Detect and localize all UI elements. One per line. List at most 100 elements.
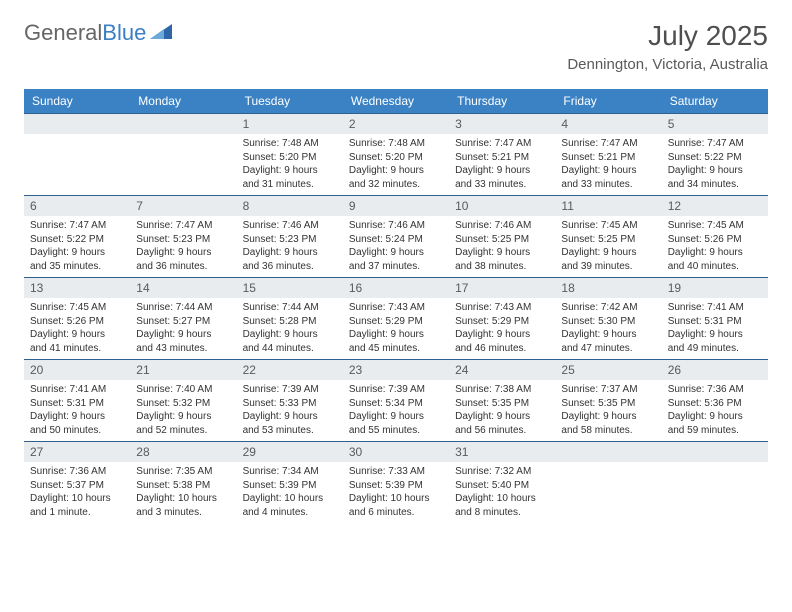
day-number: 30 <box>343 442 449 462</box>
calendar-day-cell: 16Sunrise: 7:43 AMSunset: 5:29 PMDayligh… <box>343 278 449 360</box>
calendar-table: SundayMondayTuesdayWednesdayThursdayFrid… <box>24 89 768 524</box>
calendar-day-cell: 3Sunrise: 7:47 AMSunset: 5:21 PMDaylight… <box>449 114 555 196</box>
day-content: Sunrise: 7:38 AMSunset: 5:35 PMDaylight:… <box>449 380 555 440</box>
day-number-empty <box>24 114 130 134</box>
calendar-day-cell <box>555 442 661 524</box>
calendar-day-cell: 20Sunrise: 7:41 AMSunset: 5:31 PMDayligh… <box>24 360 130 442</box>
day-number-empty <box>662 442 768 462</box>
calendar-page: GeneralBlue July 2025 Dennington, Victor… <box>0 0 792 544</box>
day-number: 29 <box>237 442 343 462</box>
daylight-text: Daylight: 9 hours and 43 minutes. <box>136 328 230 355</box>
day-number: 15 <box>237 278 343 298</box>
daylight-text: Daylight: 9 hours and 53 minutes. <box>243 410 337 437</box>
day-number: 24 <box>449 360 555 380</box>
sunset-text: Sunset: 5:31 PM <box>668 315 762 329</box>
day-number: 26 <box>662 360 768 380</box>
sunrise-text: Sunrise: 7:39 AM <box>349 383 443 397</box>
calendar-day-cell: 24Sunrise: 7:38 AMSunset: 5:35 PMDayligh… <box>449 360 555 442</box>
day-content: Sunrise: 7:45 AMSunset: 5:26 PMDaylight:… <box>24 298 130 358</box>
day-number: 3 <box>449 114 555 134</box>
daylight-text: Daylight: 9 hours and 32 minutes. <box>349 164 443 191</box>
day-number: 1 <box>237 114 343 134</box>
day-content: Sunrise: 7:36 AMSunset: 5:37 PMDaylight:… <box>24 462 130 522</box>
sunset-text: Sunset: 5:26 PM <box>668 233 762 247</box>
sunset-text: Sunset: 5:30 PM <box>561 315 655 329</box>
daylight-text: Daylight: 9 hours and 50 minutes. <box>30 410 124 437</box>
calendar-week-row: 20Sunrise: 7:41 AMSunset: 5:31 PMDayligh… <box>24 360 768 442</box>
daylight-text: Daylight: 9 hours and 37 minutes. <box>349 246 443 273</box>
calendar-week-row: 1Sunrise: 7:48 AMSunset: 5:20 PMDaylight… <box>24 114 768 196</box>
daylight-text: Daylight: 9 hours and 33 minutes. <box>561 164 655 191</box>
sunrise-text: Sunrise: 7:41 AM <box>668 301 762 315</box>
daylight-text: Daylight: 9 hours and 40 minutes. <box>668 246 762 273</box>
day-number-empty <box>555 442 661 462</box>
day-number: 17 <box>449 278 555 298</box>
day-number: 27 <box>24 442 130 462</box>
sunset-text: Sunset: 5:22 PM <box>668 151 762 165</box>
daylight-text: Daylight: 9 hours and 49 minutes. <box>668 328 762 355</box>
daylight-text: Daylight: 10 hours and 6 minutes. <box>349 492 443 519</box>
day-content: Sunrise: 7:32 AMSunset: 5:40 PMDaylight:… <box>449 462 555 522</box>
sunrise-text: Sunrise: 7:43 AM <box>455 301 549 315</box>
sunset-text: Sunset: 5:33 PM <box>243 397 337 411</box>
daylight-text: Daylight: 9 hours and 36 minutes. <box>136 246 230 273</box>
title-block: July 2025 Dennington, Victoria, Australi… <box>567 20 768 73</box>
sunrise-text: Sunrise: 7:47 AM <box>30 219 124 233</box>
daylight-text: Daylight: 10 hours and 4 minutes. <box>243 492 337 519</box>
calendar-week-row: 6Sunrise: 7:47 AMSunset: 5:22 PMDaylight… <box>24 196 768 278</box>
sunset-text: Sunset: 5:27 PM <box>136 315 230 329</box>
calendar-day-cell: 30Sunrise: 7:33 AMSunset: 5:39 PMDayligh… <box>343 442 449 524</box>
sunrise-text: Sunrise: 7:42 AM <box>561 301 655 315</box>
calendar-day-cell: 14Sunrise: 7:44 AMSunset: 5:27 PMDayligh… <box>130 278 236 360</box>
day-number: 18 <box>555 278 661 298</box>
sunrise-text: Sunrise: 7:48 AM <box>243 137 337 151</box>
day-number: 20 <box>24 360 130 380</box>
sunset-text: Sunset: 5:20 PM <box>243 151 337 165</box>
weekday-header: Monday <box>130 89 236 114</box>
sunset-text: Sunset: 5:35 PM <box>561 397 655 411</box>
sunset-text: Sunset: 5:31 PM <box>30 397 124 411</box>
calendar-day-cell: 23Sunrise: 7:39 AMSunset: 5:34 PMDayligh… <box>343 360 449 442</box>
sunset-text: Sunset: 5:21 PM <box>561 151 655 165</box>
day-content: Sunrise: 7:45 AMSunset: 5:25 PMDaylight:… <box>555 216 661 276</box>
calendar-day-cell: 25Sunrise: 7:37 AMSunset: 5:35 PMDayligh… <box>555 360 661 442</box>
calendar-day-cell: 17Sunrise: 7:43 AMSunset: 5:29 PMDayligh… <box>449 278 555 360</box>
day-content: Sunrise: 7:44 AMSunset: 5:28 PMDaylight:… <box>237 298 343 358</box>
sunset-text: Sunset: 5:23 PM <box>136 233 230 247</box>
logo-triangle-icon <box>150 20 172 46</box>
day-number: 28 <box>130 442 236 462</box>
calendar-day-cell: 31Sunrise: 7:32 AMSunset: 5:40 PMDayligh… <box>449 442 555 524</box>
day-number: 25 <box>555 360 661 380</box>
weekday-header: Thursday <box>449 89 555 114</box>
day-number-empty <box>130 114 236 134</box>
sunset-text: Sunset: 5:38 PM <box>136 479 230 493</box>
day-number: 16 <box>343 278 449 298</box>
day-number: 4 <box>555 114 661 134</box>
calendar-day-cell: 18Sunrise: 7:42 AMSunset: 5:30 PMDayligh… <box>555 278 661 360</box>
sunset-text: Sunset: 5:28 PM <box>243 315 337 329</box>
day-number: 19 <box>662 278 768 298</box>
daylight-text: Daylight: 9 hours and 47 minutes. <box>561 328 655 355</box>
day-content: Sunrise: 7:48 AMSunset: 5:20 PMDaylight:… <box>237 134 343 194</box>
sunset-text: Sunset: 5:39 PM <box>243 479 337 493</box>
calendar-day-cell: 10Sunrise: 7:46 AMSunset: 5:25 PMDayligh… <box>449 196 555 278</box>
sunrise-text: Sunrise: 7:47 AM <box>668 137 762 151</box>
daylight-text: Daylight: 9 hours and 44 minutes. <box>243 328 337 355</box>
day-content: Sunrise: 7:42 AMSunset: 5:30 PMDaylight:… <box>555 298 661 358</box>
sunset-text: Sunset: 5:26 PM <box>30 315 124 329</box>
calendar-week-row: 13Sunrise: 7:45 AMSunset: 5:26 PMDayligh… <box>24 278 768 360</box>
calendar-day-cell: 9Sunrise: 7:46 AMSunset: 5:24 PMDaylight… <box>343 196 449 278</box>
daylight-text: Daylight: 9 hours and 31 minutes. <box>243 164 337 191</box>
day-number: 31 <box>449 442 555 462</box>
calendar-day-cell: 22Sunrise: 7:39 AMSunset: 5:33 PMDayligh… <box>237 360 343 442</box>
sunrise-text: Sunrise: 7:46 AM <box>349 219 443 233</box>
sunset-text: Sunset: 5:29 PM <box>455 315 549 329</box>
day-content: Sunrise: 7:44 AMSunset: 5:27 PMDaylight:… <box>130 298 236 358</box>
daylight-text: Daylight: 10 hours and 3 minutes. <box>136 492 230 519</box>
day-content: Sunrise: 7:39 AMSunset: 5:34 PMDaylight:… <box>343 380 449 440</box>
calendar-day-cell <box>130 114 236 196</box>
day-content: Sunrise: 7:39 AMSunset: 5:33 PMDaylight:… <box>237 380 343 440</box>
sunrise-text: Sunrise: 7:38 AM <box>455 383 549 397</box>
daylight-text: Daylight: 9 hours and 41 minutes. <box>30 328 124 355</box>
calendar-day-cell: 5Sunrise: 7:47 AMSunset: 5:22 PMDaylight… <box>662 114 768 196</box>
